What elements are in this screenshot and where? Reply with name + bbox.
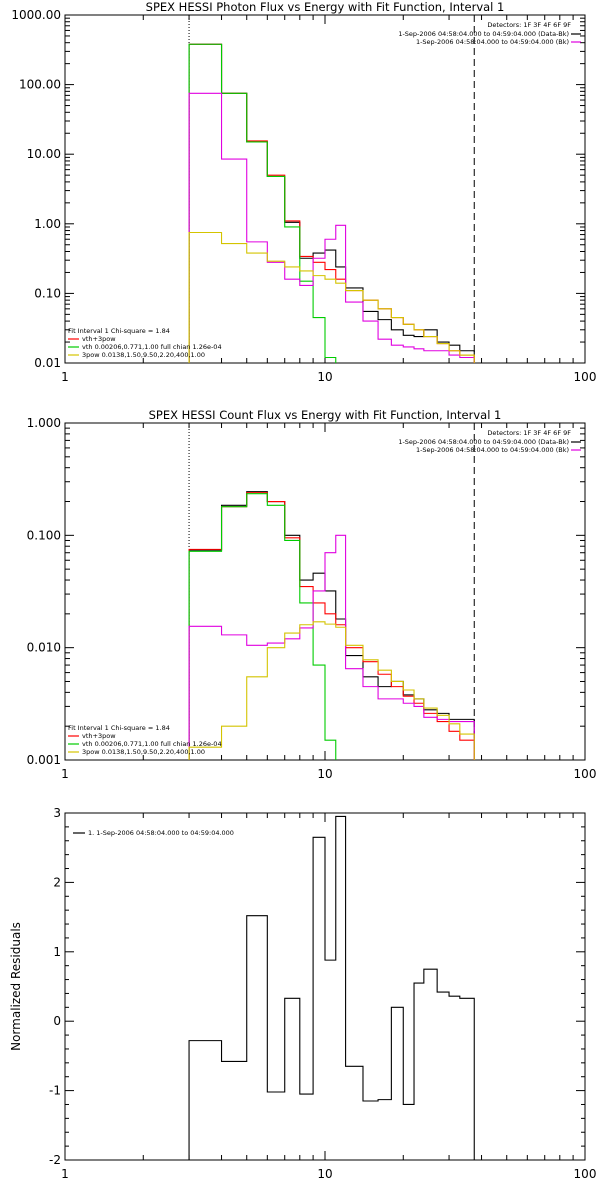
- y-tick-label: 0.010: [27, 641, 61, 655]
- fit-legend-entry: 3pow 0.0138,1.50,9.50,2.20,400,1.00: [82, 351, 205, 359]
- y-tick-label: -1: [49, 1084, 61, 1098]
- series-layer: [188, 815, 475, 1160]
- series-layer: [188, 491, 475, 760]
- y-tick-label: 100.00: [19, 78, 61, 92]
- series-0-histogram: [188, 43, 475, 363]
- y-tick-label: 1: [53, 945, 61, 959]
- plot-frame: [64, 14, 586, 364]
- y-axis-label: Normalized Residuals: [9, 922, 23, 1051]
- x-tick-label: 1: [61, 370, 69, 384]
- y-tick-label: 0.001: [27, 753, 61, 767]
- residuals-panel: 1 10 100 -2 -1 0 1 2 3 Normalized Residuals 1. 1-S…: [9, 806, 597, 1181]
- fit-legend-entry: vth 0.00206,0.771,1.00 full chian 1.26e-…: [82, 343, 222, 351]
- fit-legend-entry: vth 0.00206,0.771,1.00 full chian 1.26e-…: [82, 740, 222, 748]
- x-tick-label: 100: [574, 370, 597, 384]
- series-3-histogram: [188, 534, 475, 760]
- x-tick-label: 10: [317, 370, 332, 384]
- x-tick-label: 1: [61, 767, 69, 781]
- y-tick-label: 2: [53, 875, 61, 889]
- legend-top-entry: 1-Sep-2006 04:58:04.000 to 04:59:04.000 …: [398, 30, 569, 38]
- chart-title: SPEX HESSI Count Flux vs Energy with Fit…: [149, 408, 502, 422]
- legend-top-entry: 1-Sep-2006 04:58:04.000 to 04:59:04.000 …: [416, 446, 569, 454]
- y-tick-label: 1.000: [27, 416, 61, 430]
- series-4-histogram: [188, 621, 475, 760]
- y-tick-label: 3: [53, 806, 61, 820]
- series-1-histogram: [188, 43, 475, 363]
- x-tick-label: 100: [574, 767, 597, 781]
- y-tick-label: 0.100: [27, 528, 61, 542]
- series-0-histogram: [188, 815, 475, 1160]
- legend-top-entry: 1-Sep-2006 04:58:04.000 to 04:59:04.000 …: [416, 38, 569, 46]
- y-tick-label: 0: [53, 1014, 61, 1028]
- y-tick-label: 10.00: [27, 147, 61, 161]
- fit-legend-entry: 3pow 0.0138,1.50,9.50,2.20,400,1.00: [82, 748, 205, 756]
- detectors-label: Detectors: 1F 3F 4F 6F 9F: [487, 429, 571, 437]
- series-2-histogram: [188, 43, 337, 363]
- chart-title: SPEX HESSI Photon Flux vs Energy with Fi…: [146, 0, 505, 14]
- fit-legend-entry: vth+3pow: [82, 732, 116, 740]
- x-tick-label: 100: [574, 1167, 597, 1181]
- detectors-label: Detectors: 1F 3F 4F 6F 9F: [487, 21, 571, 29]
- series-1-histogram: [188, 492, 475, 760]
- fit-legend-entry: vth+3pow: [82, 335, 116, 343]
- photon-flux-panel: SPEX HESSI Photon Flux vs Energy with Fi…: [11, 0, 597, 384]
- y-tick-label: -2: [49, 1153, 61, 1167]
- fit-header: Fit Interval 1 Chi-square = 1.84: [68, 327, 170, 335]
- series-3-histogram: [188, 92, 475, 363]
- y-tick-label: 0.01: [34, 356, 61, 370]
- legend-top-entry: 1-Sep-2006 04:58:04.000 to 04:59:04.000 …: [398, 438, 569, 446]
- count-flux-panel: SPEX HESSI Count Flux vs Energy with Fit…: [27, 408, 597, 781]
- series-0-histogram: [188, 491, 475, 760]
- x-tick-label: 1: [61, 1167, 69, 1181]
- fit-header: Fit Interval 1 Chi-square = 1.84: [68, 724, 170, 732]
- y-tick-label: 0.10: [34, 286, 61, 300]
- series-layer: [188, 43, 475, 363]
- x-tick-label: 10: [317, 1167, 332, 1181]
- series-2-histogram: [188, 493, 337, 760]
- y-tick-label: 1.00: [34, 217, 61, 231]
- y-tick-label: 1000.00: [11, 8, 61, 22]
- series-4-histogram: [188, 231, 475, 363]
- residual-legend-entry: 1. 1-Sep-2006 04:58:04.000 to 04:59:04.0…: [88, 829, 234, 837]
- x-tick-label: 10: [317, 767, 332, 781]
